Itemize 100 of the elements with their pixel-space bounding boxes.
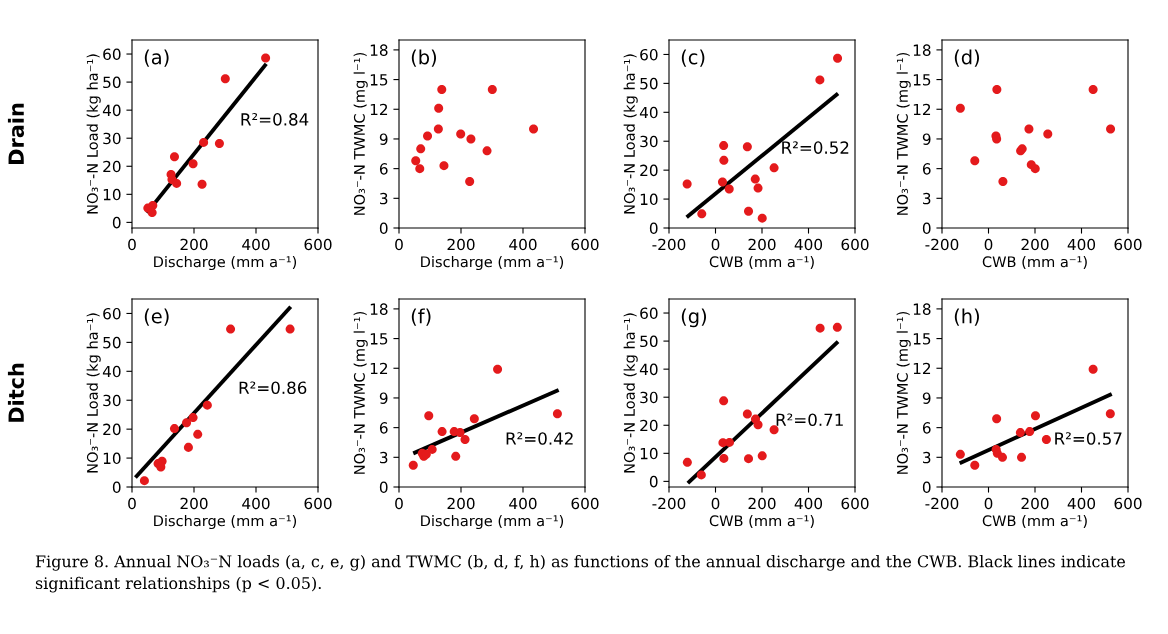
y-tick-label: 50 — [103, 336, 121, 349]
point — [202, 400, 212, 410]
point — [261, 53, 271, 63]
y-tick-label: 12 — [913, 103, 931, 116]
y-tick-label: 3 — [923, 192, 931, 205]
point — [742, 142, 752, 152]
y-tick-label: 3 — [380, 192, 388, 205]
y-tick-label: 12 — [913, 362, 931, 375]
x-axis-title: Discharge (mm a⁻¹) — [154, 255, 297, 271]
y-axis-title: NO₃⁻-N Load (kg ha⁻¹) — [623, 313, 638, 473]
x-tick-label: -200 — [652, 497, 686, 510]
x-axis-title: CWB (mm a⁻¹) — [709, 515, 814, 528]
y-tick-label: 20 — [640, 419, 658, 432]
y-axis-title: NO₃⁻-N Load (kg ha⁻¹) — [86, 313, 101, 473]
annotation: (c) — [681, 49, 705, 67]
y-tick-label: 10 — [103, 188, 121, 201]
annotation: (h) — [954, 308, 979, 326]
point — [451, 451, 461, 461]
point — [719, 155, 729, 165]
y-tick-label: 18 — [913, 303, 931, 315]
y-tick-label: 30 — [640, 391, 658, 404]
point — [682, 179, 692, 189]
y-axis-title: NO₃⁻-N TWMC (mg l⁻¹) — [896, 311, 911, 474]
y-tick-label: 18 — [913, 44, 931, 56]
point — [465, 176, 475, 186]
y-tick-label: 18 — [370, 303, 388, 315]
point — [719, 396, 729, 406]
x-tick-label: 600 — [304, 497, 332, 510]
y-tick-label: 20 — [103, 160, 121, 173]
annotation: R²=0.86 — [239, 381, 307, 395]
x-tick-label: 0 — [128, 238, 136, 251]
x-axis-title: Discharge (mm a⁻¹) — [421, 514, 564, 530]
point — [197, 179, 207, 189]
y-tick-label: 60 — [103, 307, 121, 320]
x-tick-label: -200 — [652, 238, 686, 251]
point — [769, 163, 779, 173]
y-tick-label: 50 — [640, 335, 658, 348]
y-tick-label: 40 — [102, 365, 121, 378]
x-tick-label: 600 — [841, 497, 869, 510]
point — [682, 457, 692, 467]
y-tick-label: 0 — [922, 222, 931, 235]
point — [719, 453, 729, 463]
x-axis-title: CWB (mm a⁻¹) — [709, 256, 814, 269]
caption: Figure 8. Annual NO₃⁻N loads (a, c, e, g) and TWMC (b, d, f, h) as functions of the annual discharge and the CWB. Black lines indicate significant relationships (p < 0.05). — [35, 555, 1126, 593]
point — [998, 176, 1008, 186]
point — [744, 454, 754, 464]
y-tick-label: 15 — [370, 74, 388, 86]
annotation: R²=0.52 — [782, 141, 849, 154]
x-tick-label: 0 — [395, 238, 403, 251]
point — [719, 141, 729, 151]
x-tick-label: 0 — [984, 497, 993, 510]
x-tick-label: -200 — [925, 497, 959, 510]
x-tick-label: 400 — [794, 497, 823, 510]
point — [815, 75, 825, 85]
point — [750, 174, 760, 184]
point — [529, 124, 539, 134]
point — [456, 129, 466, 139]
point — [199, 137, 209, 147]
point — [433, 124, 443, 134]
y-tick-label: 6 — [922, 422, 931, 434]
point — [753, 183, 763, 193]
point — [833, 53, 843, 63]
point — [169, 424, 179, 434]
y-tick-label: 50 — [103, 76, 121, 89]
y-tick-label: 50 — [640, 77, 658, 90]
point — [220, 74, 230, 84]
point — [455, 428, 465, 438]
point — [1024, 124, 1034, 134]
y-tick-label: 9 — [922, 133, 931, 145]
y-tick-label: 0 — [922, 481, 931, 494]
x-tick-label: 600 — [304, 238, 332, 251]
point — [427, 444, 437, 454]
y-tick-label: 60 — [640, 307, 658, 320]
annotation: (b) — [411, 49, 436, 67]
point — [226, 324, 236, 334]
y-tick-label: 10 — [103, 452, 121, 465]
x-axis-title: CWB (mm a⁻¹) — [982, 515, 1087, 528]
point — [416, 144, 426, 154]
y-tick-label: 0 — [379, 481, 388, 494]
y-tick-label: 0 — [112, 481, 121, 494]
x-tick-label: 200 — [748, 238, 776, 251]
x-tick-label: 600 — [571, 238, 599, 251]
point — [437, 84, 447, 94]
point — [188, 413, 198, 423]
point — [696, 470, 706, 480]
point — [1017, 452, 1027, 462]
point — [424, 411, 434, 421]
annotation: R²=0.71 — [776, 413, 843, 427]
y-tick-label: 15 — [913, 74, 931, 86]
x-tick-label: 200 — [180, 238, 208, 251]
y-tick-label: 60 — [103, 48, 121, 61]
y-tick-label: 6 — [922, 163, 931, 175]
annotation: (a) — [144, 49, 169, 67]
point — [742, 409, 752, 419]
y-tick-label: 10 — [640, 193, 658, 206]
y-tick-label: 30 — [640, 135, 658, 148]
y-tick-label: 20 — [103, 423, 121, 436]
y-tick-label: 30 — [103, 394, 121, 407]
y-axis-title: NO₃⁻-N TWMC (mg l⁻¹) — [353, 52, 368, 215]
point — [1030, 411, 1040, 421]
